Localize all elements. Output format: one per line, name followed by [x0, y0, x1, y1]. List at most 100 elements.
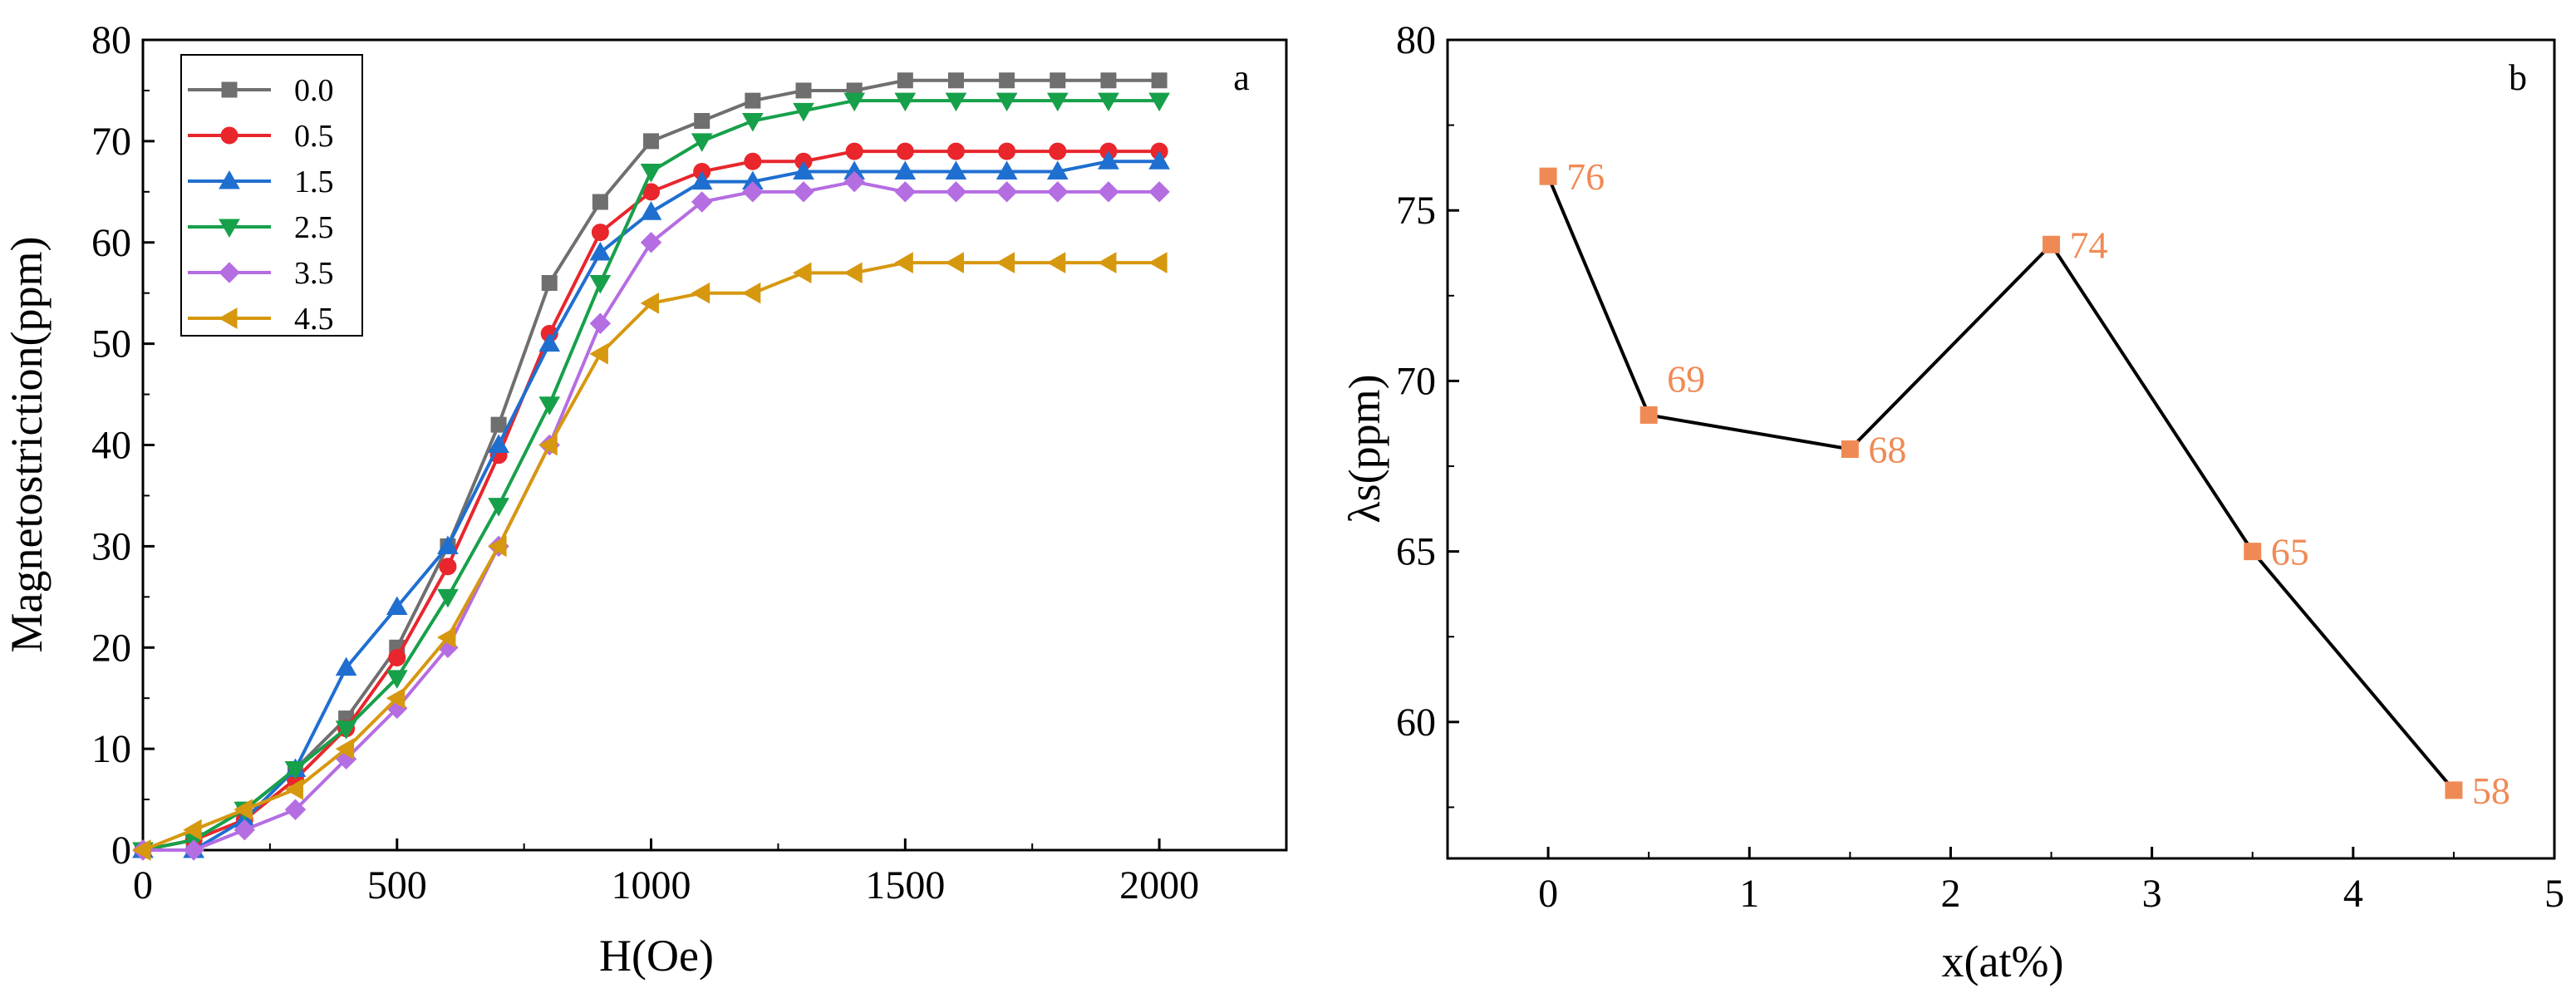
x-tick-label: 5 — [2544, 872, 2564, 916]
legend-box — [180, 54, 363, 337]
chart-b-panel-label: b — [2509, 57, 2527, 98]
data-point — [691, 133, 713, 152]
data-point — [488, 434, 509, 453]
data-point — [640, 293, 660, 314]
data-point — [640, 201, 662, 220]
data-point — [1148, 252, 1168, 273]
y-tick-label: 75 — [1396, 189, 1436, 233]
data-point — [284, 761, 307, 780]
x-tick-label: 1000 — [612, 863, 691, 907]
data-point — [894, 181, 917, 203]
data-point — [183, 819, 202, 841]
data-point — [1050, 72, 1066, 89]
series-line — [1546, 175, 2456, 792]
legend-marker — [219, 170, 240, 189]
legend-label: 3.5 — [294, 256, 334, 291]
x-tick-label: 500 — [367, 863, 427, 907]
data-point — [335, 656, 357, 676]
data-label: 65 — [2271, 531, 2309, 573]
data-point — [234, 819, 256, 841]
legend-label: 0.0 — [294, 73, 334, 108]
data-point — [131, 839, 151, 861]
data-point — [2043, 235, 2061, 253]
data-point — [843, 170, 865, 193]
data-point — [995, 181, 1018, 203]
chart-b-ticks: 0 1 2 3 4 5 60 65 70 75 80 — [1396, 18, 2564, 916]
data-point — [488, 535, 507, 558]
data-point — [894, 252, 913, 273]
data-point — [1100, 72, 1117, 89]
data-point — [591, 224, 609, 242]
data-point — [894, 92, 917, 112]
data-point — [896, 142, 914, 160]
chart-b-series: 76 69 68 74 65 58 — [1539, 155, 2510, 812]
data-point — [691, 170, 713, 190]
x-tick-label: 2 — [1940, 872, 1960, 916]
data-point — [386, 687, 406, 710]
data-point — [894, 160, 917, 179]
x-tick-label: 3 — [2142, 872, 2162, 916]
data-label: 74 — [2070, 224, 2108, 266]
data-point — [999, 72, 1015, 89]
data-point — [793, 181, 814, 203]
data-point — [439, 558, 457, 576]
data-point — [998, 142, 1016, 160]
y-tick-label: 0 — [111, 828, 131, 873]
data-point — [1639, 406, 1658, 424]
y-tick-label: 50 — [91, 322, 131, 366]
data-point — [947, 72, 964, 89]
data-point — [234, 799, 253, 821]
legend-marker — [219, 219, 240, 238]
chart-a-x-axis-title: H(Oe) — [599, 931, 714, 981]
legend-marker — [220, 126, 238, 145]
data-point — [640, 232, 662, 253]
y-tick-label: 40 — [91, 424, 131, 468]
chart-b-x-axis-title: x(at%) — [1942, 937, 2064, 986]
data-point — [2445, 781, 2463, 799]
data-point — [538, 434, 558, 456]
data-point — [335, 738, 355, 760]
data-point — [1097, 252, 1117, 273]
x-tick-label: 0 — [133, 863, 153, 907]
y-tick-label: 30 — [91, 524, 131, 568]
chart-a: 0 500 1000 1500 2000 0 10 20 30 40 50 60 70 80 0.0 0.5… — [2, 18, 1288, 981]
chart-a-ticks: 0 500 1000 1500 2000 0 10 20 30 40 50 60 70 80 — [91, 18, 1199, 907]
y-tick-label: 60 — [91, 221, 131, 265]
data-point — [1148, 181, 1170, 203]
y-tick-label: 70 — [1396, 359, 1436, 403]
data-point — [284, 799, 307, 820]
chart-a-legend: 0.0 0.5 1.5 2.5 3.5 4.5 — [180, 54, 363, 337]
data-point — [640, 163, 662, 183]
legend-label: 4.5 — [294, 302, 334, 337]
data-point — [945, 252, 964, 273]
data-point — [1046, 252, 1066, 273]
data-point — [589, 241, 612, 261]
data-point — [284, 779, 303, 800]
data-point — [742, 181, 764, 203]
data-point — [691, 282, 710, 304]
data-point — [541, 275, 558, 291]
data-point — [1539, 167, 1557, 185]
data-point — [843, 262, 863, 284]
data-point — [793, 262, 812, 284]
data-point — [694, 113, 710, 129]
x-tick-label: 1 — [1739, 872, 1759, 916]
y-tick-label: 65 — [1396, 530, 1436, 574]
data-point — [1098, 181, 1119, 203]
y-tick-label: 80 — [91, 18, 131, 62]
data-point — [1049, 142, 1067, 160]
y-tick-label: 70 — [91, 120, 131, 164]
chart-a-series — [131, 72, 1170, 862]
data-point — [592, 194, 608, 210]
data-point — [995, 160, 1018, 179]
legend-label: 0.5 — [294, 119, 334, 154]
series-lambda-s: 76 69 68 74 65 58 — [1539, 155, 2510, 812]
legend-label: 2.5 — [294, 210, 334, 245]
data-point — [386, 670, 408, 689]
data-point — [1098, 92, 1119, 112]
data-label: 58 — [2472, 769, 2510, 812]
data-point — [741, 282, 761, 304]
x-tick-label: 1500 — [865, 863, 945, 907]
